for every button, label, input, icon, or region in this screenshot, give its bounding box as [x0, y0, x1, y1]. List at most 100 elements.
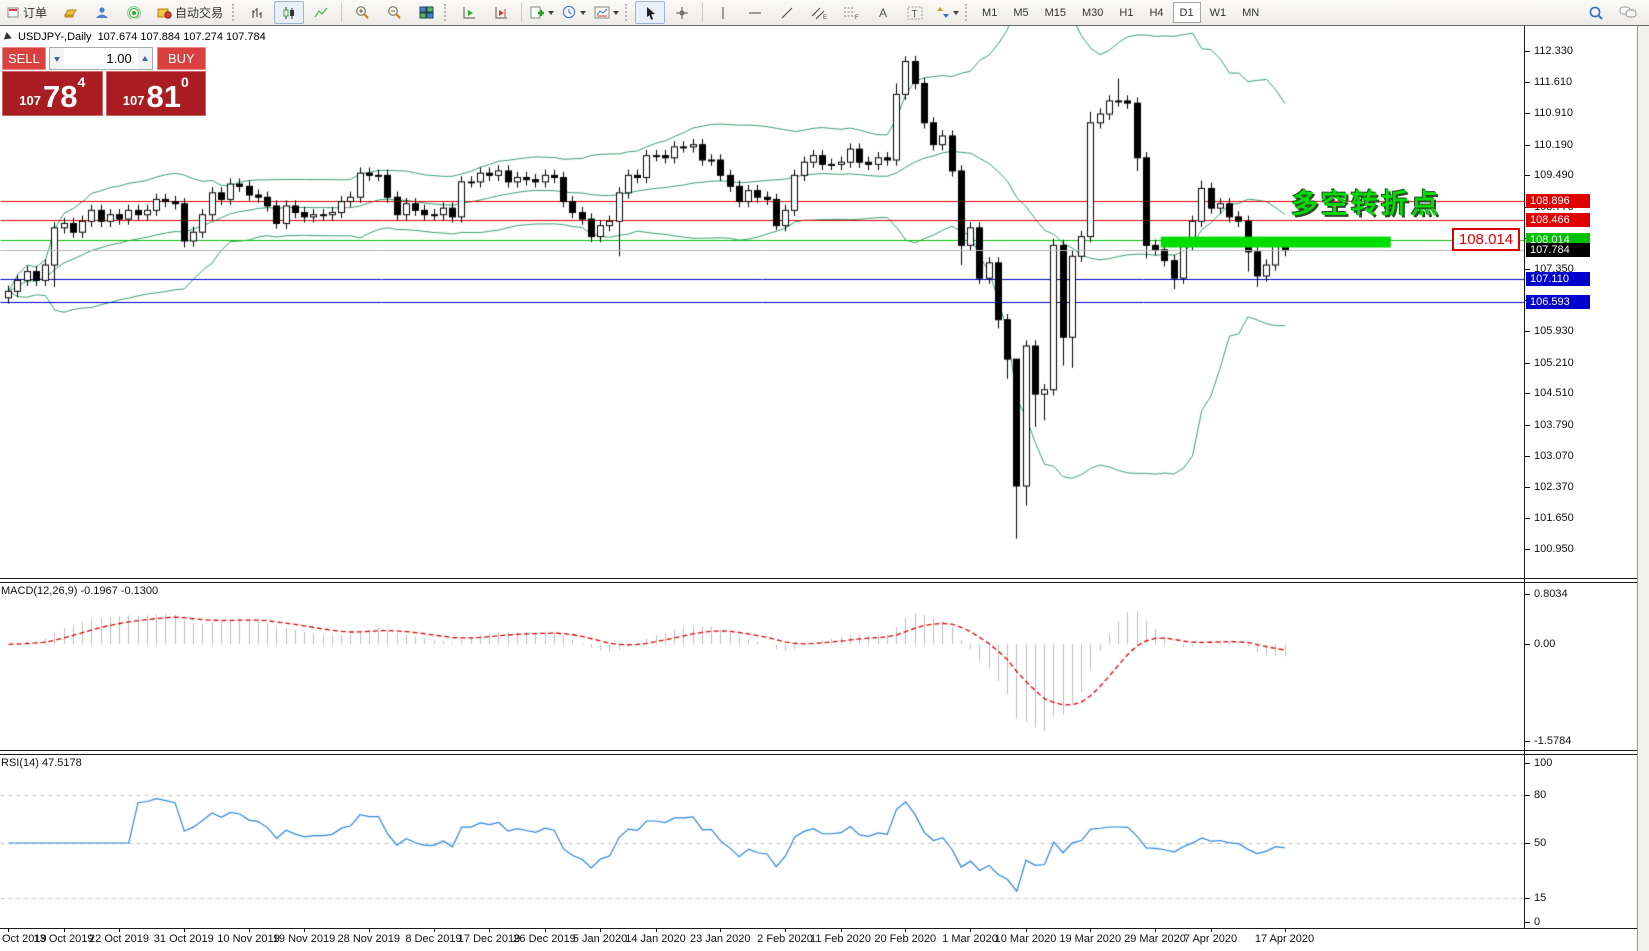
date-tick-mark — [1025, 929, 1027, 932]
timeframe-w1[interactable]: W1 — [1209, 6, 1227, 19]
axis-tick-mark — [1525, 82, 1530, 84]
axis-tick-label: -1.5784 — [1534, 735, 1572, 748]
history-center-icon[interactable] — [55, 1, 85, 24]
buy-price-display[interactable]: 107 81 0 — [105, 71, 206, 116]
crosshair-button[interactable] — [667, 1, 697, 24]
horizontal-line-button[interactable] — [740, 1, 770, 24]
equidistant-channel-button[interactable]: E — [804, 1, 834, 24]
vertical-line-button[interactable] — [708, 1, 738, 24]
axis-tick-mark — [1525, 268, 1530, 270]
axis-tick-mark — [1525, 842, 1530, 844]
rsi-panel-canvas[interactable] — [0, 756, 1524, 928]
cursor-button[interactable] — [635, 1, 666, 24]
fibonacci-button[interactable]: F — [836, 1, 866, 24]
candlestick-chart-button[interactable] — [274, 1, 305, 24]
axis-tick-label: 0.8034 — [1534, 588, 1568, 601]
axis-tick-label: 103.070 — [1534, 450, 1574, 463]
date-axis[interactable]: Oct 2019 13 Oct 2019 22 Oct 2019 31 Oct 201… — [0, 929, 1524, 951]
axis-tick-mark — [1525, 594, 1530, 596]
axis-tick-mark — [1525, 175, 1530, 177]
axis-tick-mark — [1525, 456, 1530, 458]
chart-shift-button[interactable] — [486, 1, 516, 24]
price-axis[interactable]: 112.330111.610110.910110.190109.490108.7… — [1525, 25, 1637, 951]
price-badge: 107.110 — [1526, 272, 1590, 287]
timeframe-m15[interactable]: M15 — [1044, 6, 1066, 19]
date-tick-mark — [1210, 929, 1212, 932]
axis-tick-mark — [1525, 794, 1530, 796]
volume-input[interactable]: 1.00 — [63, 48, 138, 69]
date-label: 14 Jan 2020 — [625, 933, 686, 945]
date-tick-mark — [304, 929, 305, 932]
main-chart-canvas[interactable] — [0, 26, 1524, 578]
zoom-out-button[interactable] — [379, 1, 409, 24]
bar-chart-button[interactable] — [242, 1, 272, 24]
search-icon[interactable] — [1581, 1, 1611, 24]
axis-tick-label: 110.190 — [1534, 138, 1573, 151]
new-order-icon — [7, 6, 20, 19]
axis-tick-label: 109.490 — [1534, 169, 1574, 182]
date-tick-mark — [433, 929, 435, 932]
arrows-dropdown[interactable] — [932, 1, 962, 24]
timeframe-h1[interactable]: H1 — [1119, 6, 1134, 19]
triangle-up-icon — [141, 53, 148, 61]
toolbar-separator — [521, 3, 523, 22]
date-label: 23 Jan 2020 — [689, 933, 751, 945]
toolbar: 订单 自动交易 E F A T M1 M5 M15 M30 H1 H4 D1 W1 MN — [0, 0, 1649, 25]
ohlc-values: 107.674 107.884 107.274 107.784 — [97, 31, 266, 43]
period-dropdown[interactable] — [559, 1, 589, 24]
line-chart-button[interactable] — [306, 1, 336, 24]
text-button[interactable]: A — [868, 1, 898, 24]
axis-tick-mark — [1525, 113, 1530, 115]
date-label: 29 Mar 2020 — [1124, 933, 1186, 945]
signals-icon[interactable] — [119, 1, 149, 24]
date-tick-mark — [8, 929, 9, 932]
date-tick-mark — [183, 929, 185, 932]
auto-trading-icon — [157, 6, 172, 19]
zoom-in-button[interactable] — [347, 1, 377, 24]
auto-scroll-button[interactable] — [454, 1, 484, 24]
volume-decrease-button[interactable] — [49, 48, 64, 69]
macd-panel-splitter[interactable] — [0, 578, 1638, 583]
community-icon[interactable] — [87, 1, 117, 24]
sell-price-display[interactable]: 107 78 4 — [2, 71, 103, 116]
trendline-button[interactable] — [772, 1, 802, 24]
sell-price-sup: 4 — [77, 74, 86, 90]
timeframe-h4[interactable]: H4 — [1149, 6, 1164, 19]
toolbar-grip — [444, 4, 449, 21]
volume-stepper[interactable]: 1.00 — [48, 47, 153, 70]
tile-windows-button[interactable] — [411, 1, 441, 24]
new-chart-dropdown[interactable] — [527, 1, 557, 24]
price-badge: 108.466 — [1526, 213, 1590, 228]
buy-price-big: 81 — [146, 79, 181, 114]
rsi-panel-splitter[interactable] — [0, 750, 1638, 755]
date-label: 31 Oct 2019 — [153, 933, 214, 945]
sell-button[interactable]: SELL — [2, 47, 46, 70]
dropdown-caret-icon — [952, 11, 959, 18]
timeframe-m30[interactable]: M30 — [1082, 6, 1104, 19]
volume-increase-button[interactable] — [137, 48, 152, 69]
macd-panel-canvas[interactable] — [0, 584, 1524, 750]
rsi-bottom-border — [0, 928, 1638, 929]
template-dropdown[interactable] — [591, 1, 622, 24]
auto-trading-button[interactable]: 自动交易 — [151, 1, 229, 24]
triangle-down-icon — [53, 56, 60, 65]
price-badge: 106.593 — [1526, 295, 1590, 310]
axis-tick-mark — [1525, 741, 1530, 743]
axis-tick-label: 100 — [1534, 757, 1553, 769]
date-label: 1 Mar 2020 — [942, 933, 998, 945]
date-tick-mark — [1090, 929, 1092, 932]
buy-button[interactable]: BUY — [156, 47, 206, 70]
timeframe-m5[interactable]: M5 — [1013, 6, 1029, 19]
new-order-button[interactable]: 订单 — [1, 1, 53, 24]
timeframe-m1[interactable]: M1 — [982, 6, 998, 19]
axis-tick-label: 105.210 — [1534, 356, 1574, 369]
timeframe-mn[interactable]: MN — [1242, 6, 1260, 19]
date-tick-mark — [720, 929, 722, 932]
axis-tick-mark — [1525, 643, 1530, 645]
date-tick-mark — [248, 929, 250, 932]
timeframe-d1[interactable]: D1 — [1172, 2, 1201, 23]
text-label-button[interactable]: T — [900, 1, 930, 24]
axis-tick-label: 107.350 — [1534, 262, 1574, 275]
chat-icon[interactable] — [1613, 1, 1643, 24]
date-label: 19 Mar 2020 — [1059, 933, 1122, 945]
